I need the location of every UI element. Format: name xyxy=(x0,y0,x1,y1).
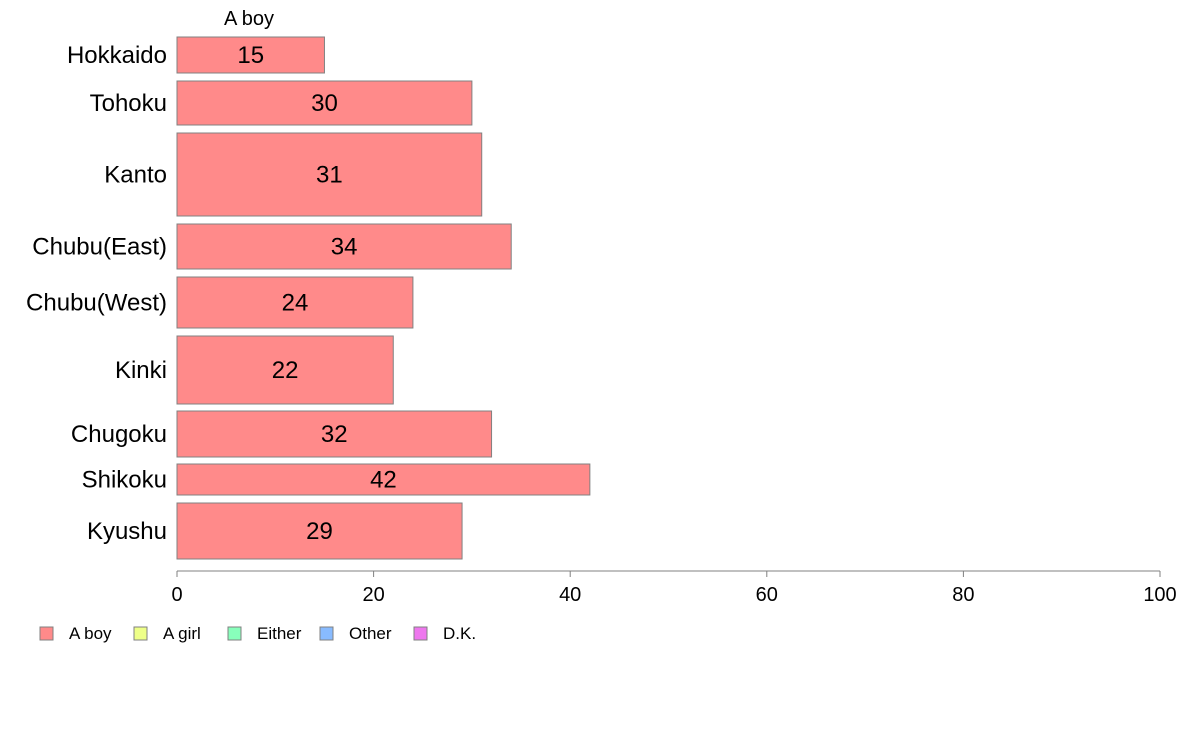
category-label-kinki: Kinki xyxy=(115,357,167,384)
category-label-tohoku: Tohoku xyxy=(90,90,167,117)
bar-chugoku xyxy=(176,410,493,458)
value-label-shikoku: 42 xyxy=(370,467,397,494)
legend-swatch-a-girl xyxy=(133,626,148,641)
value-label-kyushu: 29 xyxy=(306,518,333,545)
category-label-chubu-west: Chubu(West) xyxy=(26,290,167,317)
legend-swatch-other xyxy=(319,626,334,641)
category-label-shikoku: Shikoku xyxy=(82,467,167,494)
x-tick-label: 40 xyxy=(559,584,581,606)
bar-kyushu xyxy=(176,502,463,560)
x-tick-label: 60 xyxy=(756,584,778,606)
category-label-chugoku: Chugoku xyxy=(71,421,167,448)
x-tick-label: 0 xyxy=(171,584,182,606)
value-label-kinki: 22 xyxy=(272,357,299,384)
value-label-hokkaido: 15 xyxy=(237,42,264,69)
bars-group: Hokkaido 15 Tohoku 30 Kanto 31 Chubu(East) 34 Ch… xyxy=(26,36,591,560)
x-tick-label: 100 xyxy=(1143,584,1176,606)
legend-swatch-d-k xyxy=(413,626,428,641)
legend-label-a-girl: A girl xyxy=(163,624,201,643)
value-label-tohoku: 30 xyxy=(311,90,338,117)
legend-swatch-a-boy xyxy=(39,626,54,641)
bar-chubu-east xyxy=(176,223,512,270)
bar-chubu-west xyxy=(176,276,414,329)
legend-swatch-either xyxy=(227,626,242,641)
bar-kinki xyxy=(176,335,394,405)
value-label-chubu-east: 34 xyxy=(331,234,358,261)
bar-hokkaido xyxy=(176,36,325,74)
x-tick-label: 80 xyxy=(952,584,974,606)
bar-shikoku xyxy=(176,463,591,496)
value-label-chugoku: 32 xyxy=(321,421,348,448)
bar-kanto xyxy=(176,132,483,217)
x-axis: 0 20 40 60 80 100 xyxy=(171,570,1177,606)
legend: A boy A girl Either Other D.K. xyxy=(39,624,476,643)
column-label: A boy xyxy=(224,8,274,30)
value-label-kanto: 31 xyxy=(316,162,343,189)
value-label-chubu-west: 24 xyxy=(282,290,309,317)
category-label-chubu-east: Chubu(East) xyxy=(32,234,167,261)
category-label-kanto: Kanto xyxy=(104,162,167,189)
x-tick-label: 20 xyxy=(362,584,384,606)
legend-label-other: Other xyxy=(349,624,392,643)
category-label-kyushu: Kyushu xyxy=(87,518,167,545)
legend-label-a-boy: A boy xyxy=(69,624,112,643)
bar-tohoku xyxy=(176,80,473,126)
legend-label-either: Either xyxy=(257,624,302,643)
legend-label-d-k: D.K. xyxy=(443,624,476,643)
category-label-hokkaido: Hokkaido xyxy=(67,42,167,69)
